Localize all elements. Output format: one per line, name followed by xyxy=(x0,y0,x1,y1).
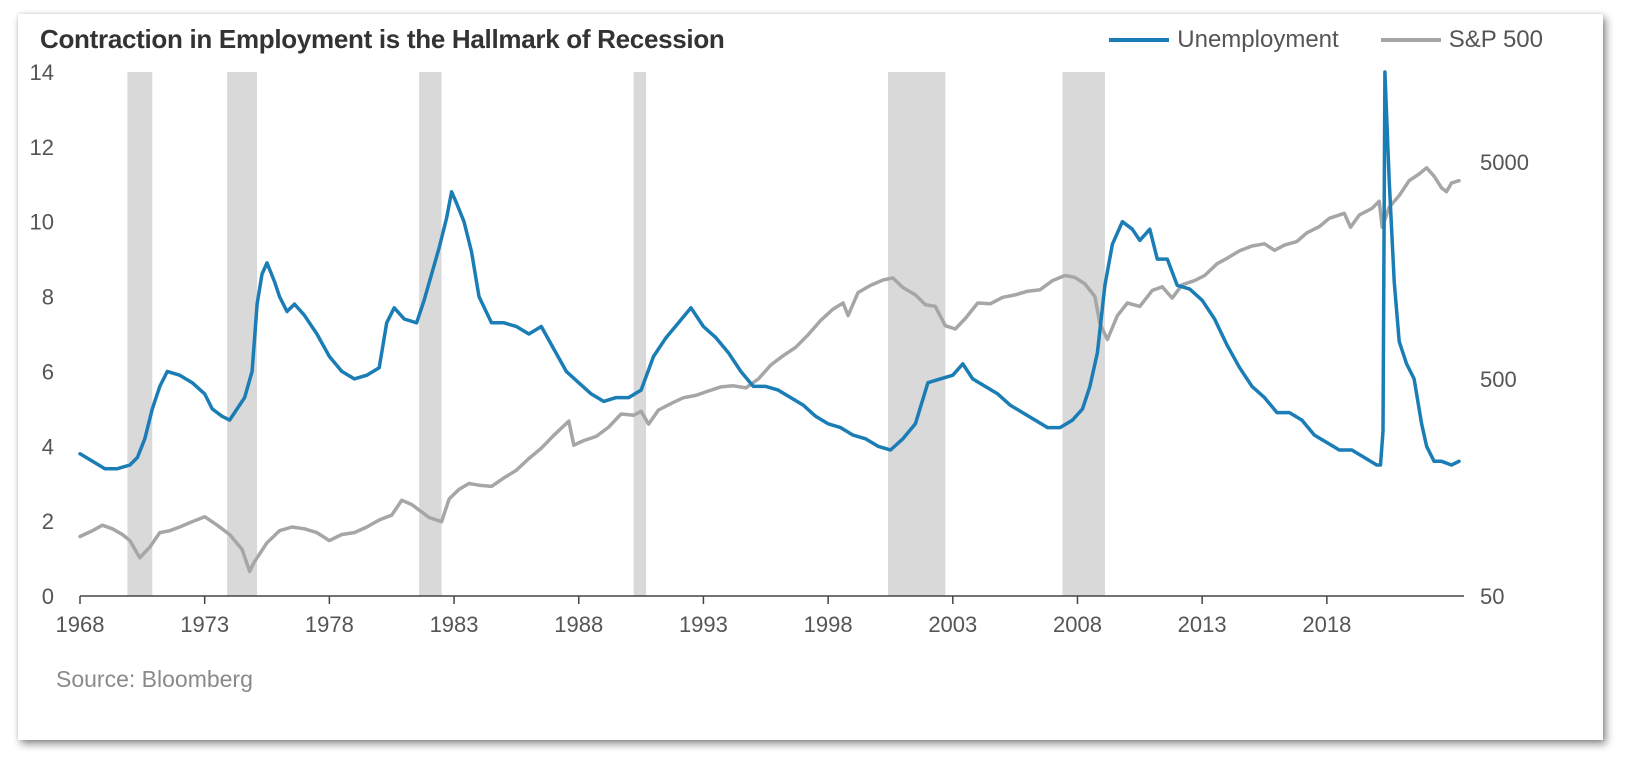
x-tick-label-2013: 2013 xyxy=(1178,612,1227,637)
x-tick-label-1983: 1983 xyxy=(430,612,479,637)
series-line-sp500 xyxy=(78,166,1461,574)
legend-item-unemployment: Unemployment xyxy=(1109,26,1339,54)
chart-card: Contraction in Employment is the Hallmar… xyxy=(18,14,1603,740)
y-left-tick-label-14: 14 xyxy=(30,60,54,85)
x-tick-label-1993: 1993 xyxy=(679,612,728,637)
y-left-tick-label-6: 6 xyxy=(42,359,54,384)
y-right-tick-label-500: 500 xyxy=(1480,367,1517,392)
recession-band-3 xyxy=(633,72,647,596)
y-right-tick-label-5000: 5000 xyxy=(1480,150,1529,175)
y-left-tick-label-10: 10 xyxy=(30,210,54,235)
x-tick-label-1998: 1998 xyxy=(804,612,853,637)
legend-swatch-sp500 xyxy=(1380,38,1441,42)
chart-title: Contraction in Employment is the Hallmar… xyxy=(40,24,725,54)
recession-band-1 xyxy=(227,72,258,596)
x-tick-label-1968: 1968 xyxy=(56,612,105,637)
line-chart: 1968 1973 1978 1983 1988 1993 1998 2003 2008 2013… xyxy=(30,60,1529,637)
y-left-tick-label-4: 4 xyxy=(42,434,54,459)
recession-band-0 xyxy=(127,72,153,596)
x-tick-label-1988: 1988 xyxy=(554,612,603,637)
legend-label-sp500: S&P 500 xyxy=(1448,26,1543,53)
y-left-tick-label-0: 0 xyxy=(42,584,54,609)
recession-band-2 xyxy=(419,72,442,596)
legend-label-unemployment: Unemployment xyxy=(1177,26,1339,53)
y-left-tick-label-8: 8 xyxy=(42,285,54,310)
series-line-unemployment xyxy=(78,70,1461,471)
legend-item-sp500: S&P 500 xyxy=(1380,26,1543,54)
y-left-tick-label-2: 2 xyxy=(42,509,54,534)
x-tick-label-2008: 2008 xyxy=(1053,612,1102,637)
x-tick-label-1978: 1978 xyxy=(305,612,354,637)
x-tick-label-1973: 1973 xyxy=(180,612,229,637)
chart-source: Source: Bloomberg xyxy=(56,666,253,692)
x-tick-label-2003: 2003 xyxy=(928,612,977,637)
chart-legend: Unemployment S&P 500 xyxy=(1067,26,1543,54)
y-right-tick-label-50: 50 xyxy=(1480,584,1504,609)
y-left-tick-label-12: 12 xyxy=(30,135,54,160)
legend-swatch-unemployment xyxy=(1109,38,1170,42)
x-tick-label-2018: 2018 xyxy=(1302,612,1351,637)
recession-band-4 xyxy=(887,72,946,596)
